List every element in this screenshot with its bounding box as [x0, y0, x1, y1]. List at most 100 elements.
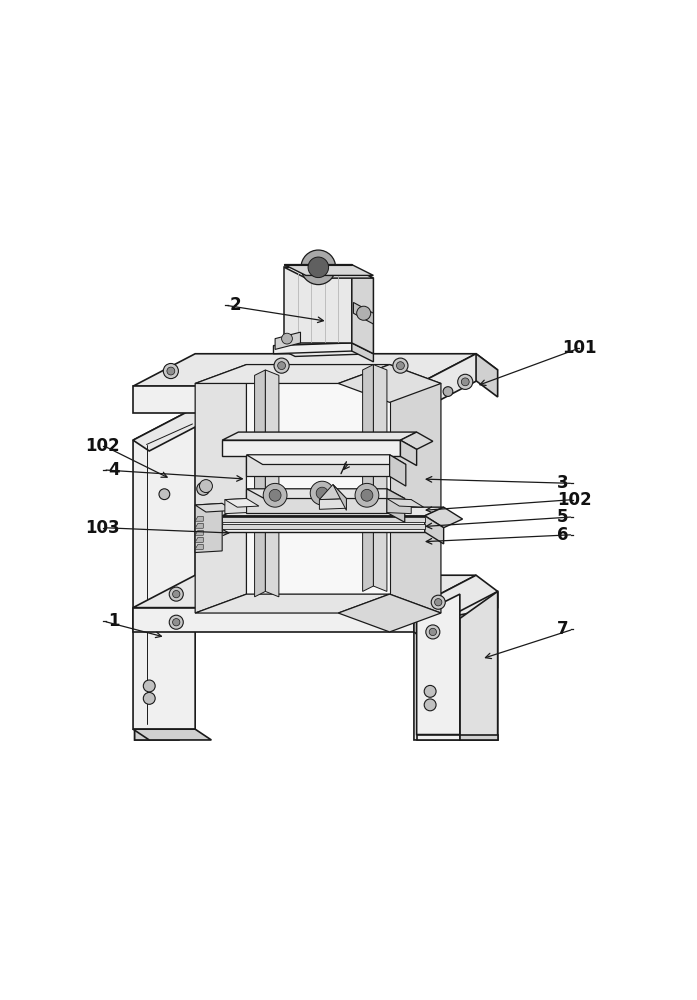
Circle shape [424, 699, 436, 711]
Polygon shape [387, 499, 411, 514]
Circle shape [458, 374, 473, 389]
Polygon shape [436, 591, 498, 740]
Circle shape [435, 599, 442, 606]
Polygon shape [338, 594, 441, 632]
Polygon shape [414, 575, 498, 624]
Polygon shape [374, 365, 387, 591]
Polygon shape [460, 591, 498, 740]
Polygon shape [204, 516, 222, 542]
Polygon shape [133, 408, 195, 729]
Polygon shape [247, 489, 387, 513]
Polygon shape [195, 544, 204, 549]
Polygon shape [222, 516, 424, 532]
Polygon shape [414, 591, 498, 624]
Polygon shape [195, 503, 233, 512]
Polygon shape [284, 267, 374, 278]
Polygon shape [133, 608, 414, 632]
Circle shape [144, 680, 155, 692]
Polygon shape [417, 594, 460, 735]
Text: 103: 103 [85, 519, 120, 537]
Circle shape [282, 333, 293, 344]
Circle shape [397, 362, 404, 370]
Polygon shape [247, 455, 390, 476]
Polygon shape [133, 354, 476, 386]
Polygon shape [362, 365, 374, 591]
Circle shape [316, 487, 328, 499]
Polygon shape [275, 332, 300, 349]
Polygon shape [401, 432, 433, 449]
Polygon shape [319, 484, 346, 500]
Circle shape [159, 489, 170, 500]
Text: 102: 102 [85, 437, 120, 455]
Polygon shape [254, 370, 266, 597]
Polygon shape [319, 499, 346, 509]
Circle shape [429, 628, 436, 636]
Circle shape [199, 480, 213, 493]
Circle shape [355, 483, 379, 507]
Circle shape [173, 619, 180, 626]
Polygon shape [222, 440, 401, 456]
Polygon shape [352, 267, 374, 354]
Polygon shape [195, 365, 390, 383]
Polygon shape [353, 302, 374, 324]
Circle shape [169, 587, 183, 601]
Circle shape [426, 625, 440, 639]
Circle shape [197, 482, 210, 495]
Polygon shape [390, 365, 441, 613]
Polygon shape [133, 408, 211, 451]
Polygon shape [352, 343, 374, 362]
Polygon shape [414, 386, 436, 429]
Polygon shape [133, 729, 211, 740]
Polygon shape [424, 507, 463, 528]
Circle shape [461, 378, 469, 386]
Polygon shape [133, 386, 414, 413]
Polygon shape [195, 523, 204, 528]
Polygon shape [222, 507, 444, 516]
Polygon shape [247, 365, 390, 594]
Circle shape [361, 489, 373, 501]
Text: 4: 4 [108, 461, 120, 479]
Polygon shape [247, 455, 406, 464]
Polygon shape [387, 499, 424, 507]
Polygon shape [273, 343, 352, 354]
Circle shape [173, 590, 180, 598]
Polygon shape [135, 654, 179, 740]
Polygon shape [414, 608, 436, 740]
Circle shape [443, 387, 453, 396]
Polygon shape [401, 440, 417, 466]
Polygon shape [266, 370, 279, 597]
Polygon shape [222, 524, 424, 529]
Polygon shape [195, 530, 204, 535]
Polygon shape [333, 484, 346, 510]
Text: 6: 6 [557, 526, 569, 544]
Circle shape [274, 358, 289, 373]
Polygon shape [390, 455, 406, 486]
Circle shape [357, 306, 371, 320]
Polygon shape [195, 516, 204, 521]
Circle shape [144, 692, 155, 704]
Circle shape [308, 257, 328, 278]
Polygon shape [387, 489, 405, 522]
Text: 5: 5 [557, 508, 569, 526]
Polygon shape [222, 517, 424, 522]
Polygon shape [338, 365, 441, 402]
Circle shape [310, 481, 334, 505]
Polygon shape [414, 354, 498, 402]
Circle shape [163, 363, 178, 379]
Polygon shape [195, 503, 222, 553]
Text: 7: 7 [557, 620, 569, 638]
Polygon shape [195, 365, 247, 613]
Polygon shape [222, 432, 417, 440]
Polygon shape [195, 594, 390, 613]
Polygon shape [476, 354, 498, 397]
Polygon shape [414, 608, 436, 648]
Polygon shape [417, 735, 460, 740]
Polygon shape [460, 735, 498, 740]
Polygon shape [284, 264, 352, 265]
Text: 1: 1 [108, 612, 120, 630]
Polygon shape [135, 667, 149, 740]
Circle shape [301, 250, 336, 285]
Circle shape [277, 362, 286, 370]
Polygon shape [195, 537, 204, 542]
Polygon shape [133, 575, 476, 608]
